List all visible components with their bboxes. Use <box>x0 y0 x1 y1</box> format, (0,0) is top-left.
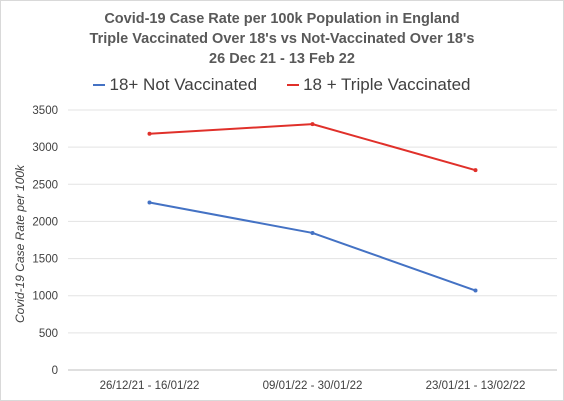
data-point-series-1 <box>473 168 478 173</box>
y-tick-label: 1000 <box>32 291 58 303</box>
series-line-0 <box>149 201 476 292</box>
y-tick-label: 2500 <box>32 179 58 191</box>
legend-swatch-triple-vaccinated <box>287 84 300 86</box>
y-tick-label: 1500 <box>32 254 58 266</box>
x-tick-label: 26/12/21 - 16/01/22 <box>100 380 200 392</box>
data-point-series-1 <box>147 131 152 136</box>
y-tick-label: 3500 <box>32 105 58 117</box>
y-tick-label: 2000 <box>32 216 58 228</box>
chart-legend: 18+ Not Vaccinated 18 + Triple Vaccinate… <box>0 75 564 95</box>
legend-label-triple-vaccinated: 18 + Triple Vaccinated <box>303 75 471 94</box>
chart-title-line-3: 26 Dec 21 - 13 Feb 22 <box>209 51 355 67</box>
data-point-series-0 <box>310 230 315 235</box>
legend-label-not-vaccinated: 18+ Not Vaccinated <box>109 75 258 94</box>
data-point-series-0 <box>473 288 478 293</box>
y-tick-label: 3000 <box>32 142 58 154</box>
x-tick-label: 23/01/21 - 13/02/22 <box>426 380 526 392</box>
y-axis-title: Covid-19 Case Rate per 100k <box>13 164 27 323</box>
chart-title-line-2: Triple Vaccinated Over 18's vs Not-Vacci… <box>89 31 475 47</box>
legend-swatch-not-vaccinated <box>93 84 106 86</box>
y-tick-label: 500 <box>39 328 58 340</box>
y-tick-label: 0 <box>52 365 58 377</box>
legend-item-not-vaccinated: 18+ Not Vaccinated <box>93 75 257 95</box>
legend-item-triple-vaccinated: 18 + Triple Vaccinated <box>287 75 471 95</box>
chart-title-line-1: Covid-19 Case Rate per 100k Population i… <box>104 11 460 27</box>
x-tick-label: 09/01/22 - 30/01/22 <box>263 380 363 392</box>
data-point-series-1 <box>310 122 315 127</box>
data-point-series-0 <box>147 200 152 205</box>
